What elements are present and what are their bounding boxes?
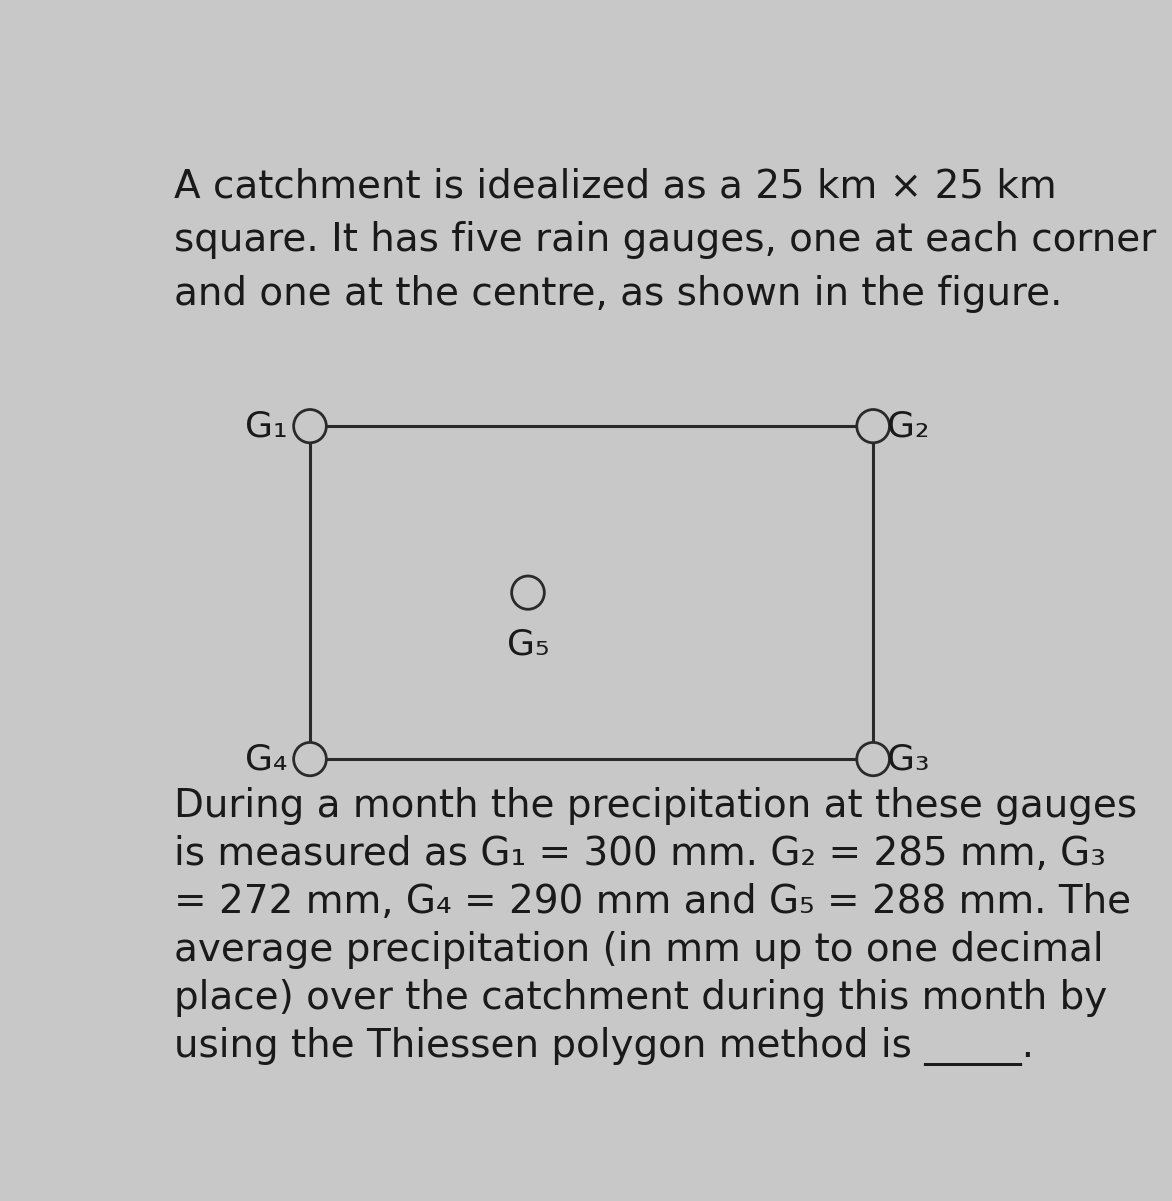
Text: G₁: G₁ (245, 410, 287, 443)
Circle shape (857, 742, 890, 776)
Text: During a month the precipitation at these gauges: During a month the precipitation at thes… (173, 787, 1137, 825)
Circle shape (512, 576, 544, 609)
Circle shape (857, 410, 890, 443)
Text: A catchment is idealized as a 25 km × 25 km: A catchment is idealized as a 25 km × 25… (173, 167, 1056, 205)
Text: average precipitation (in mm up to one decimal: average precipitation (in mm up to one d… (173, 931, 1103, 969)
Text: G₄: G₄ (245, 742, 287, 776)
Text: square. It has five rain gauges, one at each corner: square. It has five rain gauges, one at … (173, 221, 1156, 259)
Text: is measured as G₁ = 300 mm. G₂ = 285 mm, G₃: is measured as G₁ = 300 mm. G₂ = 285 mm,… (173, 835, 1105, 873)
Text: place) over the catchment during this month by: place) over the catchment during this mo… (173, 979, 1108, 1017)
Text: using the Thiessen polygon method is _____.: using the Thiessen polygon method is ___… (173, 1027, 1034, 1066)
Text: G₂: G₂ (887, 410, 929, 443)
Text: and one at the centre, as shown in the figure.: and one at the centre, as shown in the f… (173, 275, 1062, 312)
Text: = 272 mm, G₄ = 290 mm and G₅ = 288 mm. The: = 272 mm, G₄ = 290 mm and G₅ = 288 mm. T… (173, 883, 1131, 921)
Circle shape (294, 410, 326, 443)
Circle shape (294, 742, 326, 776)
Text: G₅: G₅ (506, 628, 550, 662)
Text: G₃: G₃ (887, 742, 929, 776)
